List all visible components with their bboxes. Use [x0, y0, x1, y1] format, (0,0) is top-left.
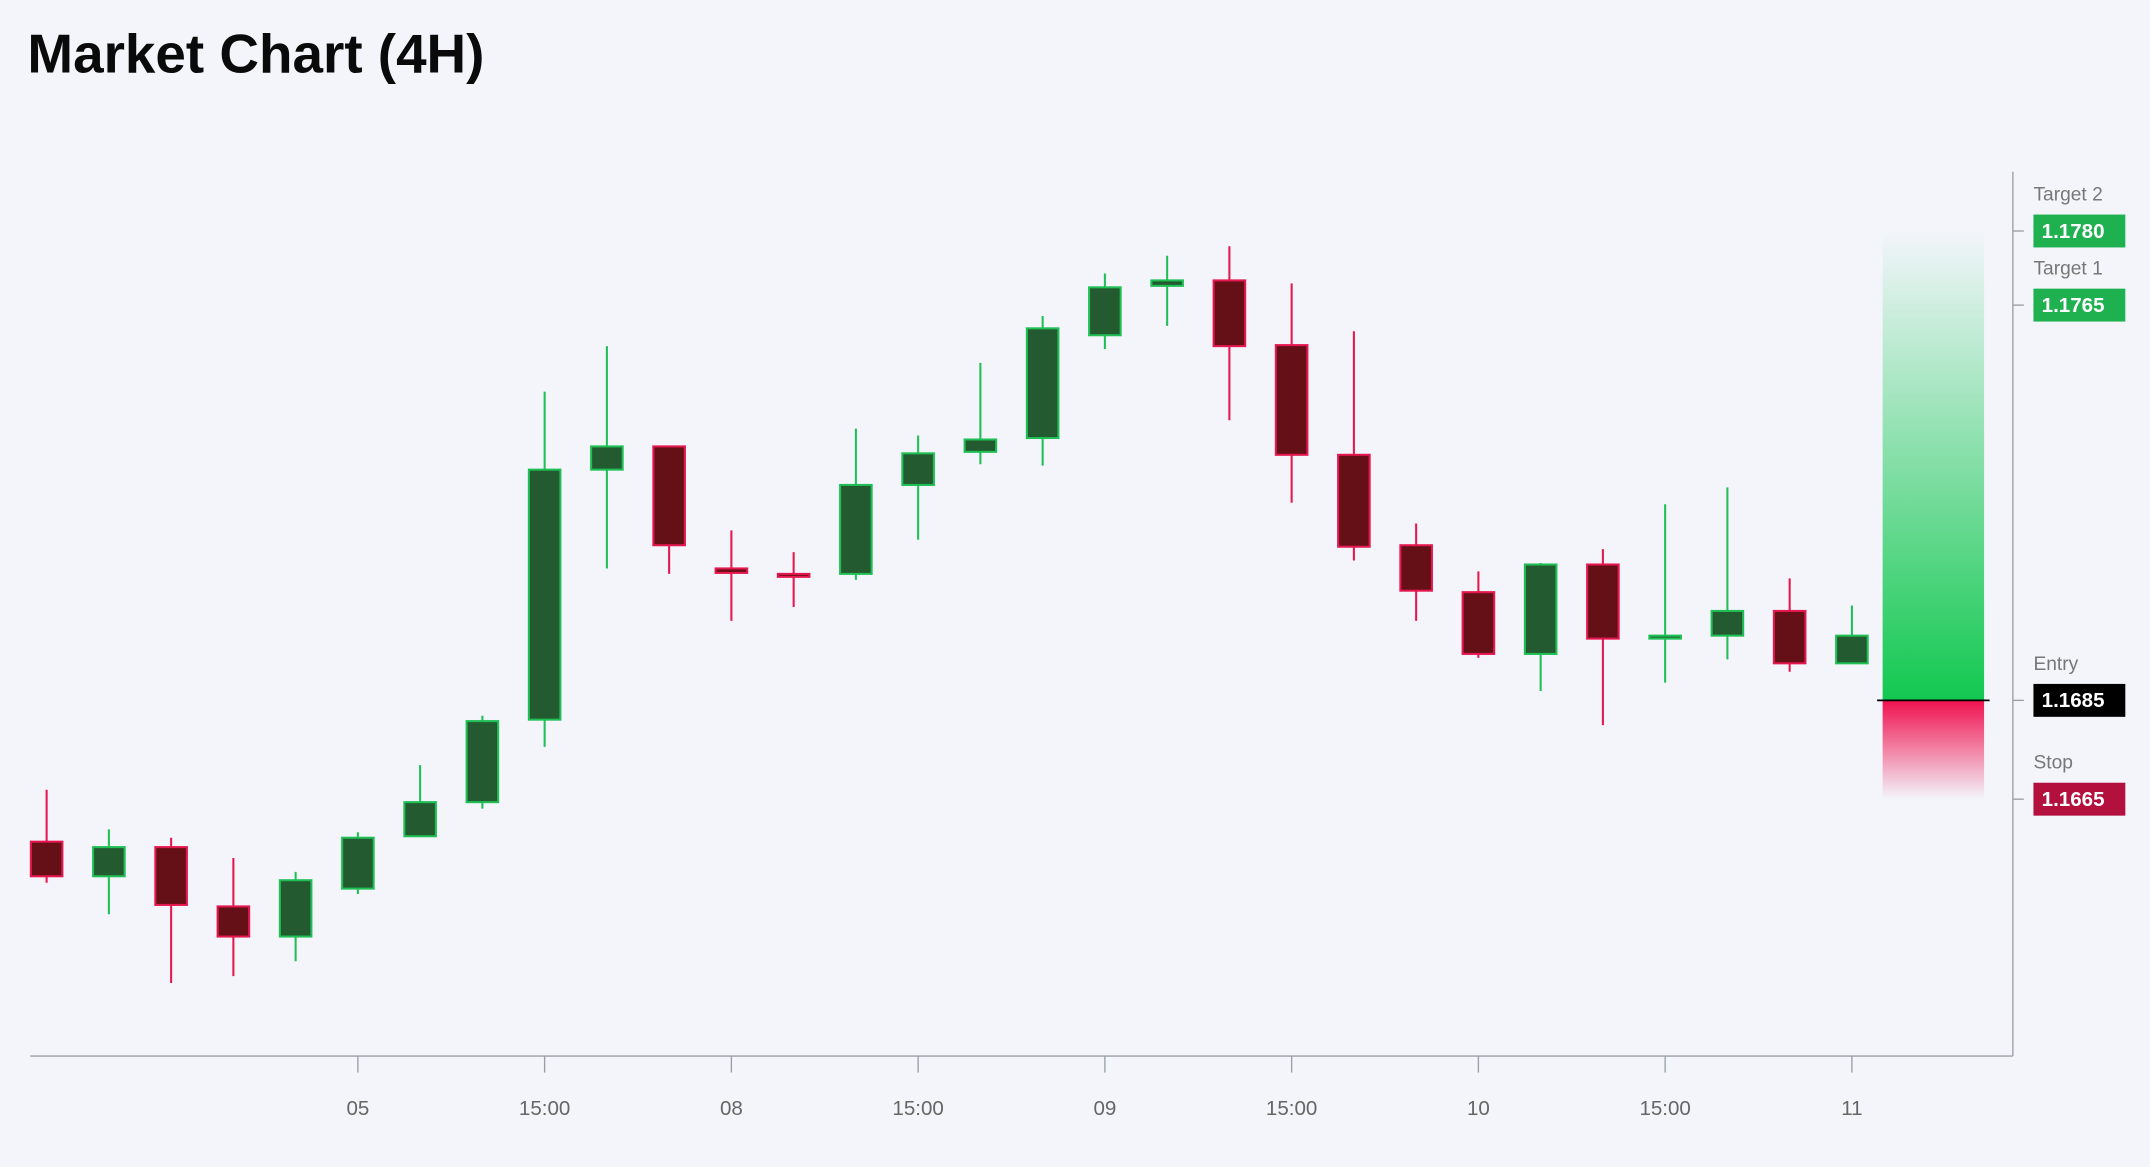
- y-tick-caption: Stop: [2033, 753, 2072, 774]
- candle-body: [652, 445, 686, 547]
- candle-body: [403, 801, 437, 838]
- y-tick-label: 1.1665: [2042, 788, 2105, 811]
- y-tick-badge: [2033, 214, 2126, 248]
- loss-zone: [1882, 700, 1985, 800]
- y-tick-caption: Target 2: [2033, 184, 2102, 205]
- candle-body: [1088, 286, 1122, 337]
- y-tick-badge: [2033, 782, 2126, 816]
- candle-body: [527, 468, 562, 721]
- candle-body: [154, 846, 188, 906]
- candle-body: [278, 879, 313, 938]
- x-tick-label: 05: [346, 1097, 369, 1120]
- candle-body: [776, 572, 811, 578]
- x-tick-label: 10: [1467, 1097, 1490, 1120]
- candle-body: [901, 452, 935, 486]
- y-tick-label: 1.1765: [2042, 294, 2105, 317]
- profit-zone: [1882, 230, 1985, 701]
- candle-body: [92, 846, 126, 878]
- candle-body: [1399, 544, 1433, 592]
- candle-body: [1212, 279, 1247, 348]
- candle-body: [590, 445, 624, 471]
- candle-body: [1586, 563, 1620, 640]
- candle-body: [1523, 563, 1558, 655]
- x-tick-label: 15:00: [1639, 1097, 1690, 1120]
- x-tick-label: 15:00: [1266, 1097, 1317, 1120]
- x-tick-label: 15:00: [519, 1097, 570, 1120]
- y-tick-label: 1.1780: [2042, 220, 2105, 243]
- y-tick-caption: Entry: [2033, 654, 2078, 675]
- chart-title: Market Chart (4H): [27, 22, 484, 84]
- x-tick-label: 11: [1841, 1097, 1862, 1120]
- candle-body: [1025, 327, 1060, 440]
- candle-body: [29, 840, 64, 878]
- candle-body: [1772, 609, 1807, 665]
- x-tick-label: 09: [1093, 1097, 1116, 1120]
- candle-body: [341, 836, 375, 890]
- candle-body: [839, 483, 873, 575]
- y-tick-label: 1.1685: [2042, 689, 2105, 712]
- candle-body: [1648, 634, 1682, 640]
- candle-body: [1710, 609, 1745, 637]
- x-tick-label: 08: [720, 1097, 743, 1120]
- candle-body: [714, 567, 749, 574]
- y-tick-badge: [2033, 288, 2126, 322]
- candle-body: [1835, 634, 1869, 665]
- y-tick-caption: Target 1: [2033, 259, 2102, 280]
- candle-body: [1150, 279, 1184, 287]
- x-tick-label: 15:00: [892, 1097, 943, 1120]
- candle-body: [1461, 591, 1496, 655]
- candle-body: [1274, 344, 1309, 456]
- candle-body: [216, 905, 251, 938]
- candle-body: [963, 438, 998, 453]
- candle-body: [465, 720, 500, 804]
- y-tick-badge: [2033, 683, 2126, 717]
- candle-body: [1337, 453, 1371, 548]
